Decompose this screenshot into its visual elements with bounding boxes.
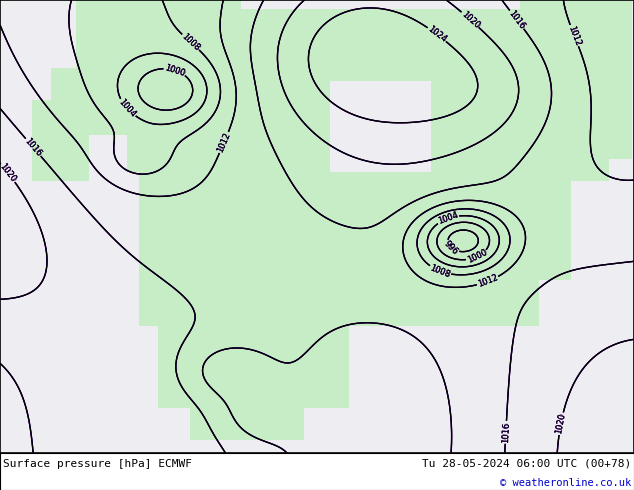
Text: 1004: 1004 <box>437 211 460 226</box>
Text: 996: 996 <box>443 239 460 256</box>
Text: 1016: 1016 <box>507 8 527 31</box>
Bar <box>0 453 634 490</box>
Text: 1008: 1008 <box>180 32 202 52</box>
Text: 1020: 1020 <box>0 162 18 184</box>
Text: 1020: 1020 <box>459 9 481 30</box>
Text: 1016: 1016 <box>23 136 44 158</box>
Text: 1024: 1024 <box>426 24 448 44</box>
Text: 1000: 1000 <box>465 248 488 265</box>
Text: 1012: 1012 <box>216 131 232 154</box>
Text: 1012: 1012 <box>290 469 304 490</box>
Text: 1012: 1012 <box>566 24 582 47</box>
Text: 1000: 1000 <box>465 248 488 265</box>
Text: 1012: 1012 <box>566 24 582 47</box>
Text: 1012: 1012 <box>216 131 232 154</box>
Text: 1020: 1020 <box>555 413 567 435</box>
Text: 1012: 1012 <box>566 24 582 47</box>
Text: 1016: 1016 <box>507 8 527 31</box>
Text: 1008: 1008 <box>180 32 202 52</box>
Text: Tu 28-05-2024 06:00 UTC (00+78): Tu 28-05-2024 06:00 UTC (00+78) <box>422 459 631 468</box>
Text: 1000: 1000 <box>164 63 186 78</box>
Text: 1000: 1000 <box>164 63 186 78</box>
Text: 1008: 1008 <box>429 263 451 279</box>
Text: 1016: 1016 <box>30 466 41 488</box>
Text: 1016: 1016 <box>507 8 527 31</box>
Text: 1016: 1016 <box>23 136 44 158</box>
Text: 1020: 1020 <box>0 162 18 184</box>
Text: 1004: 1004 <box>117 98 138 119</box>
Text: 1008: 1008 <box>429 263 451 279</box>
Text: 1020: 1020 <box>555 413 567 435</box>
Text: 1012: 1012 <box>476 273 499 289</box>
Text: 1000: 1000 <box>164 63 186 78</box>
Text: 1016: 1016 <box>501 421 511 443</box>
Text: 1020: 1020 <box>555 413 567 435</box>
Text: 1016: 1016 <box>23 136 44 158</box>
Text: 1020: 1020 <box>459 9 481 30</box>
Text: 1016: 1016 <box>501 421 511 443</box>
Text: © weatheronline.co.uk: © weatheronline.co.uk <box>500 478 631 488</box>
Text: 1012: 1012 <box>290 469 304 490</box>
Text: Surface pressure [hPa] ECMWF: Surface pressure [hPa] ECMWF <box>3 459 192 468</box>
Text: 1004: 1004 <box>437 211 460 226</box>
Text: 1008: 1008 <box>429 263 451 279</box>
Text: 1004: 1004 <box>117 98 138 119</box>
Text: 1012: 1012 <box>290 469 304 490</box>
Text: 1024: 1024 <box>426 24 448 44</box>
Text: 1012: 1012 <box>476 273 499 289</box>
Text: 1020: 1020 <box>0 162 18 184</box>
Text: 1012: 1012 <box>216 131 232 154</box>
Text: 1012: 1012 <box>476 273 499 289</box>
Text: 1016: 1016 <box>30 466 41 488</box>
Text: 996: 996 <box>443 239 460 256</box>
Text: 1004: 1004 <box>437 211 460 226</box>
Text: 1020: 1020 <box>459 9 481 30</box>
Text: 1000: 1000 <box>465 248 488 265</box>
Text: 1016: 1016 <box>501 421 511 443</box>
Text: 1008: 1008 <box>180 32 202 52</box>
Text: 1004: 1004 <box>117 98 138 119</box>
Text: 996: 996 <box>443 239 460 256</box>
Text: 1016: 1016 <box>30 466 41 488</box>
Text: 1024: 1024 <box>426 24 448 44</box>
